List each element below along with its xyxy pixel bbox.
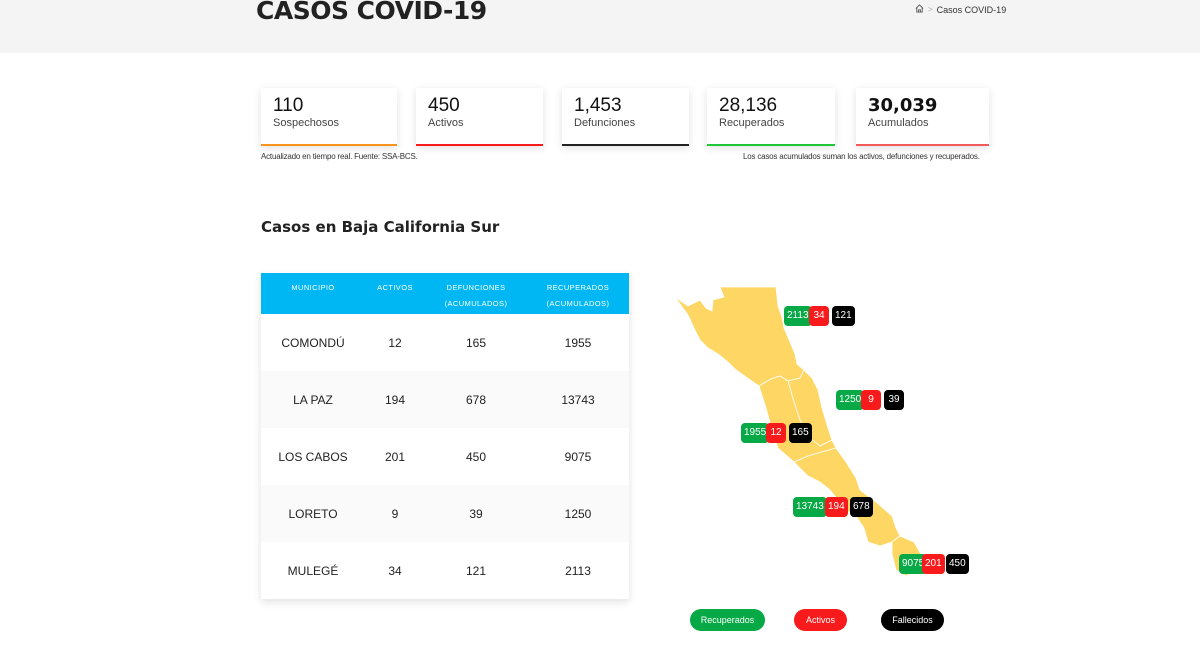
chip-fallecidos: 450 bbox=[946, 554, 969, 574]
cell-defunciones: 450 bbox=[465, 449, 487, 464]
cell-recuperados: 2113 bbox=[565, 563, 591, 578]
stat-value: 30,039 bbox=[868, 95, 938, 116]
stat-card-activos: 450 Activos bbox=[416, 88, 543, 146]
stat-label: Recuperados bbox=[719, 117, 785, 129]
th-municipio: MUNICIPIO bbox=[291, 283, 335, 292]
cell-defunciones: 39 bbox=[469, 506, 483, 521]
cell-recuperados: 9075 bbox=[564, 449, 592, 464]
chip-recuperados: 1250 bbox=[836, 390, 865, 410]
chip-activos: 194 bbox=[825, 497, 848, 517]
cell-activos: 194 bbox=[384, 392, 406, 407]
legend-fallecidos: Fallecidos bbox=[881, 609, 944, 631]
chip-fallecidos: 121 bbox=[832, 306, 855, 326]
cell-activos: 9 bbox=[391, 506, 399, 521]
chip-fallecidos: 39 bbox=[884, 390, 904, 410]
table-row: MULEGÉ 34 121 2113 bbox=[261, 542, 629, 599]
cell-recuperados: 13743 bbox=[561, 392, 595, 407]
stat-label: Sospechosos bbox=[273, 117, 340, 129]
cell-activos: 201 bbox=[384, 449, 406, 464]
table-body: COMONDÚ 12 165 1955 LA PAZ 194 678 13743… bbox=[261, 314, 629, 599]
cell-municipio: LOS CABOS bbox=[278, 449, 348, 464]
stat-card-defunciones: 1,453 Defunciones bbox=[562, 88, 689, 146]
cell-recuperados: 1955 bbox=[564, 335, 592, 350]
cell-activos: 12 bbox=[388, 335, 402, 350]
cell-municipio: COMONDÚ bbox=[281, 335, 345, 350]
legend-activos: Activos bbox=[794, 609, 847, 631]
stat-card-recuperados: 28,136 Recuperados bbox=[707, 88, 835, 146]
stat-card-acumulados: 30,039 Acumulados bbox=[856, 88, 989, 146]
stat-bar bbox=[261, 144, 397, 146]
table-row: COMONDÚ 12 165 1955 bbox=[261, 314, 629, 371]
breadcrumb: > Casos COVID-19 bbox=[915, 4, 1006, 15]
cell-defunciones: 678 bbox=[465, 392, 487, 407]
table-row: LA PAZ 194 678 13743 bbox=[261, 371, 629, 428]
breadcrumb-separator: > bbox=[928, 5, 933, 14]
breadcrumb-current[interactable]: Casos COVID-19 bbox=[936, 4, 1007, 15]
stat-value: 450 bbox=[428, 95, 460, 116]
stat-value: 1,453 bbox=[574, 95, 622, 116]
stat-card-sospechosos: 110 Sospechosos bbox=[261, 88, 397, 146]
source-note: Actualizado en tiempo real. Fuente: SSA-… bbox=[261, 152, 418, 161]
municipios-table: MUNICIPIO ACTIVOS DEFUNCIONES (ACUMULADOS… bbox=[261, 273, 629, 599]
cell-municipio: MULEGÉ bbox=[287, 563, 339, 578]
map-region-mulege bbox=[674, 286, 805, 387]
th-recuperados: RECUPERADOS (ACUMULADOS) bbox=[546, 283, 610, 308]
stat-label: Defunciones bbox=[574, 117, 636, 129]
chip-activos: 201 bbox=[922, 554, 945, 574]
cell-defunciones: 121 bbox=[465, 563, 487, 578]
stat-bar bbox=[856, 144, 989, 146]
stat-label: Activos bbox=[428, 117, 464, 129]
chip-activos: 12 bbox=[766, 423, 786, 443]
table-row: LORETO 9 39 1250 bbox=[261, 485, 629, 542]
cell-recuperados: 1250 bbox=[564, 506, 592, 521]
stat-bar bbox=[416, 144, 543, 146]
cell-municipio: LORETO bbox=[288, 506, 338, 521]
stat-bar bbox=[562, 144, 689, 146]
cell-activos: 34 bbox=[388, 563, 402, 578]
chip-fallecidos: 165 bbox=[789, 423, 812, 443]
stat-bar bbox=[707, 144, 835, 146]
page-title: CASOS COVID-19 bbox=[256, 0, 487, 25]
stat-value: 110 bbox=[273, 95, 304, 116]
section-title: Casos en Baja California Sur bbox=[261, 218, 500, 236]
chip-recuperados: 1955 bbox=[741, 423, 770, 443]
chip-activos: 34 bbox=[809, 306, 829, 326]
chip-recuperados: 13743 bbox=[793, 497, 827, 517]
chip-recuperados: 9075 bbox=[899, 554, 928, 574]
chip-recuperados: 2113 bbox=[784, 306, 812, 326]
chip-fallecidos: 678 bbox=[850, 497, 873, 517]
bcs-map bbox=[674, 286, 923, 577]
stat-label: Acumulados bbox=[868, 117, 929, 129]
chip-activos: 9 bbox=[861, 390, 881, 410]
acumulados-note: Los casos acumulados suman los activos, … bbox=[743, 152, 980, 161]
legend-recuperados: Recuperados bbox=[690, 609, 765, 631]
home-icon[interactable] bbox=[915, 4, 924, 15]
stat-value: 28,136 bbox=[719, 95, 778, 116]
th-defunciones: DEFUNCIONES (ACUMULADOS) bbox=[444, 283, 508, 308]
table-row: LOS CABOS 201 450 9075 bbox=[261, 428, 629, 485]
page-header bbox=[0, 0, 1200, 53]
table-header: MUNICIPIO ACTIVOS DEFUNCIONES (ACUMULADOS… bbox=[261, 273, 629, 314]
cell-defunciones: 165 bbox=[465, 335, 487, 350]
th-activos: ACTIVOS bbox=[377, 283, 413, 292]
cell-municipio: LA PAZ bbox=[293, 392, 333, 407]
